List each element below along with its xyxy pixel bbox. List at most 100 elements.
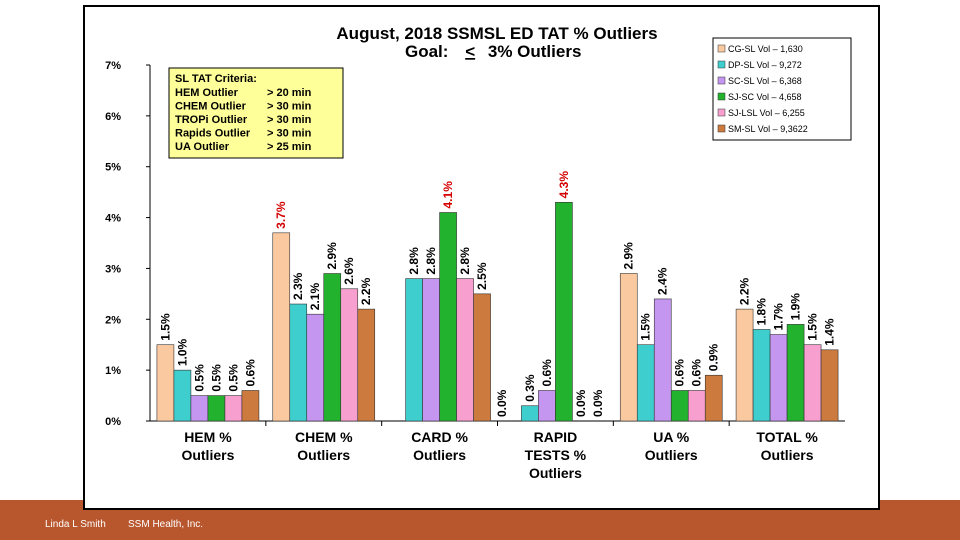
criteria-background (168, 67, 344, 159)
legend-swatch (717, 44, 726, 53)
bar (306, 313, 325, 422)
category-label: Outliers (761, 447, 814, 463)
legend-entry: SJ-SC Vol – 4,658 (728, 92, 802, 102)
y-tick-label: 0% (105, 416, 121, 428)
bar (538, 390, 556, 422)
subtitle-rest: 3% Outliers (488, 42, 582, 61)
category-label: TESTS % (525, 447, 587, 463)
data-label: 0.0% (574, 389, 588, 417)
category-label: Outliers (645, 447, 698, 463)
category-label: CHEM % (295, 429, 353, 445)
category-label: RAPID (534, 429, 578, 445)
y-tick-label: 4% (105, 213, 121, 225)
bar (156, 344, 175, 422)
criteria-threshold: > 30 min (267, 128, 312, 140)
bar (241, 390, 260, 422)
bar (190, 395, 209, 422)
subtitle-symbol: < (465, 42, 475, 61)
bar (521, 405, 539, 422)
bar (272, 232, 291, 422)
data-label: 2.1% (308, 283, 322, 311)
criteria-name: Rapids Outlier (175, 128, 251, 140)
criteria-name: HEM Outlier (175, 87, 239, 99)
bar (769, 334, 788, 422)
category-label: TOTAL % (756, 429, 818, 445)
bar (340, 288, 359, 422)
bar (555, 202, 573, 422)
chart-frame: August, 2018 SSMSL ED TAT % Outliers Goa… (83, 5, 880, 510)
data-label: 2.9% (325, 242, 339, 270)
legend-background (712, 37, 852, 141)
data-label: 2.8% (407, 247, 421, 275)
subtitle-goal: Goal: (405, 42, 448, 61)
category-label: Outliers (181, 447, 234, 463)
criteria-threshold: > 30 min (267, 101, 312, 113)
data-label: 2.8% (424, 247, 438, 275)
chart-title: August, 2018 SSMSL ED TAT % Outliers (336, 24, 657, 43)
bar (289, 303, 308, 422)
legend-entry: DP-SL Vol – 9,272 (728, 60, 802, 70)
data-label: 0.6% (243, 359, 257, 387)
criteria-name: CHEM Outlier (175, 101, 247, 113)
data-label: 0.6% (673, 359, 687, 387)
data-label: 3.7% (274, 201, 288, 229)
category-label: Outliers (529, 465, 582, 481)
bar (224, 395, 243, 422)
bar (820, 349, 839, 422)
criteria-threshold: > 25 min (267, 141, 312, 153)
data-label: 0.3% (523, 374, 537, 402)
criteria-name: TROPi Outlier (175, 114, 248, 126)
data-label: 0.6% (690, 359, 704, 387)
legend-entry: SJ-LSL Vol – 6,255 (728, 108, 805, 118)
y-tick-label: 2% (105, 314, 121, 326)
data-label: 0.6% (540, 359, 554, 387)
outliers-bar-chart: August, 2018 SSMSL ED TAT % Outliers Goa… (105, 24, 852, 481)
data-label: 1.0% (175, 338, 189, 366)
chart-subtitle: Goal: < 3% Outliers (405, 42, 581, 61)
bar (439, 212, 457, 422)
data-label: 2.4% (656, 267, 670, 295)
legend-swatch (717, 124, 726, 133)
data-label: 2.3% (291, 272, 305, 300)
criteria-title: SL TAT Criteria: (175, 73, 257, 85)
bar (473, 293, 491, 422)
criteria-box: SL TAT Criteria: HEM Outlier > 20 min CHEM … (168, 67, 344, 159)
bar (687, 390, 706, 422)
bar (636, 344, 655, 422)
bar (670, 390, 689, 422)
bar (619, 273, 638, 422)
criteria-threshold: > 30 min (267, 114, 312, 126)
y-tick-label: 5% (105, 162, 121, 174)
legend-swatch (717, 92, 726, 101)
bar (456, 278, 474, 422)
bar (405, 278, 423, 422)
data-label: 1.5% (639, 313, 653, 341)
bar (735, 308, 754, 422)
data-label: 1.4% (823, 318, 837, 346)
category-label: Outliers (297, 447, 350, 463)
legend-swatch (717, 108, 726, 117)
category-label: Outliers (413, 447, 466, 463)
y-tick-label: 3% (105, 263, 121, 275)
data-label: 2.2% (359, 277, 373, 305)
data-label: 2.2% (738, 277, 752, 305)
bar (422, 278, 440, 422)
data-label: 0.5% (209, 364, 223, 392)
data-label: 0.5% (192, 364, 206, 392)
category-label: HEM % (184, 429, 232, 445)
legend-swatch (717, 60, 726, 69)
data-label: 2.8% (458, 247, 472, 275)
data-label: 4.3% (557, 171, 571, 199)
legend: CG-SL Vol – 1,630 DP-SL Vol – 9,272 SC-SL … (712, 37, 852, 141)
data-label: 1.9% (789, 293, 803, 321)
data-label: 0.5% (226, 364, 240, 392)
data-label: 1.5% (158, 313, 172, 341)
data-label: 2.6% (342, 257, 356, 285)
data-label: 4.1% (441, 181, 455, 209)
footer-organization: SSM Health, Inc. (128, 519, 204, 530)
footer-author: Linda L Smith (45, 519, 106, 530)
data-label: 0.9% (707, 344, 721, 372)
bar (323, 273, 342, 422)
bar (357, 308, 376, 422)
bar (173, 369, 192, 422)
